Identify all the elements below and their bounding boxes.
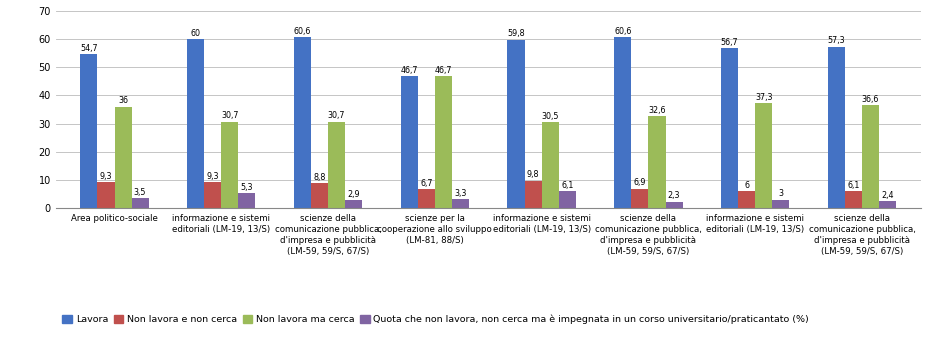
Text: 36,6: 36,6 (862, 94, 879, 104)
Text: 30,5: 30,5 (541, 112, 559, 121)
Bar (80, 54, 98, 208)
Text: 60: 60 (191, 29, 201, 38)
Bar (755, 103, 772, 208)
Bar (614, 37, 631, 208)
Text: 6,9: 6,9 (633, 178, 646, 187)
Text: 6,7: 6,7 (420, 179, 432, 188)
Bar (452, 199, 469, 208)
Bar (132, 198, 149, 208)
Bar (721, 48, 738, 208)
Text: 5,3: 5,3 (241, 183, 253, 192)
Bar (738, 191, 755, 208)
Bar (238, 193, 256, 208)
Bar (311, 183, 328, 208)
Bar (205, 182, 221, 208)
Text: 9,8: 9,8 (527, 170, 539, 179)
Bar (328, 122, 345, 208)
Text: 60,6: 60,6 (294, 27, 312, 36)
Text: 32,6: 32,6 (648, 106, 666, 115)
Bar (98, 182, 114, 208)
Bar (772, 200, 790, 208)
Bar (114, 107, 132, 208)
Bar (862, 105, 879, 208)
Text: 59,8: 59,8 (507, 29, 525, 38)
Bar (631, 189, 648, 208)
Bar (666, 202, 683, 208)
Text: 46,7: 46,7 (401, 66, 418, 75)
Text: 36: 36 (118, 96, 128, 105)
Bar (294, 37, 311, 208)
Bar (525, 181, 541, 208)
Text: 2,3: 2,3 (668, 191, 680, 200)
Text: 57,3: 57,3 (828, 36, 845, 45)
Text: 8,8: 8,8 (313, 173, 326, 182)
Text: 37,3: 37,3 (755, 93, 773, 102)
Text: 2,4: 2,4 (882, 191, 894, 200)
Text: 3,3: 3,3 (454, 188, 467, 197)
Bar (435, 76, 452, 208)
Legend: Lavora, Non lavora e non cerca, Non lavora ma cerca, Quota che non lavora, non c: Lavora, Non lavora e non cerca, Non lavo… (60, 313, 811, 326)
Text: 30,7: 30,7 (328, 111, 345, 120)
Bar (508, 39, 525, 208)
Text: 60,6: 60,6 (614, 27, 631, 36)
Bar (418, 189, 435, 208)
Bar (879, 201, 897, 208)
Bar (541, 122, 559, 208)
Text: 6,1: 6,1 (561, 181, 574, 190)
Text: 54,7: 54,7 (80, 43, 98, 52)
Text: 3,5: 3,5 (134, 188, 146, 197)
Text: 6,1: 6,1 (847, 181, 859, 190)
Text: 46,7: 46,7 (434, 66, 452, 75)
Text: 30,7: 30,7 (221, 111, 239, 120)
Text: 3: 3 (778, 189, 783, 198)
Bar (648, 116, 666, 208)
Text: 56,7: 56,7 (721, 38, 738, 47)
Text: 9,3: 9,3 (206, 172, 219, 181)
Bar (221, 122, 238, 208)
Text: 2,9: 2,9 (348, 190, 360, 199)
Bar (345, 200, 363, 208)
Text: 6: 6 (744, 181, 750, 190)
Bar (401, 76, 418, 208)
Bar (828, 47, 844, 208)
Text: 9,3: 9,3 (100, 172, 113, 181)
Bar (559, 191, 576, 208)
Bar (187, 39, 205, 208)
Bar (844, 191, 862, 208)
